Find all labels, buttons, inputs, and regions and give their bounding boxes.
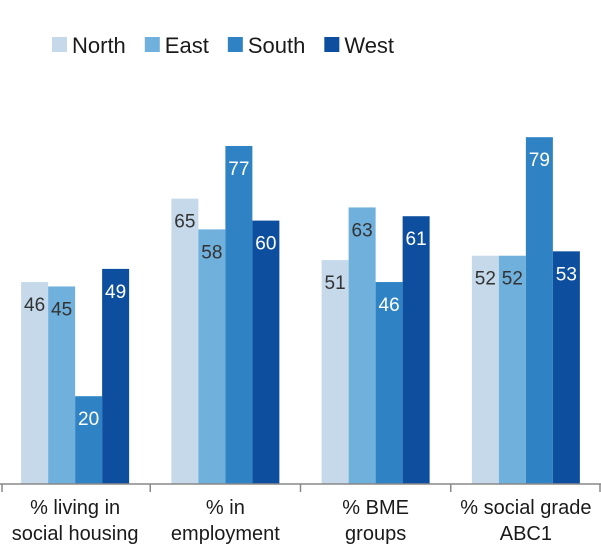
bar-west: [252, 220, 280, 484]
legend-item-east: East: [144, 33, 209, 58]
bar-south: [525, 137, 553, 484]
x-tick-label: % social grade ABC1: [460, 497, 591, 545]
bar-west: [402, 216, 430, 484]
legend-swatch: [52, 37, 67, 52]
data-label: 79: [529, 150, 550, 171]
data-label: 61: [406, 229, 427, 250]
data-label: 53: [556, 264, 577, 285]
legend-item-north: North: [52, 33, 126, 58]
x-tick-label: % BME groups: [342, 497, 409, 545]
data-label: 60: [255, 234, 276, 255]
x-tick-label: % living in social housing: [12, 497, 139, 545]
legend-swatch: [227, 37, 243, 52]
data-label: 77: [228, 159, 249, 180]
data-label: 46: [24, 295, 45, 316]
bar-west: [102, 268, 130, 484]
bar-east: [348, 207, 376, 484]
data-label: 52: [475, 269, 496, 290]
bar-north: [171, 198, 199, 484]
data-label: 52: [502, 269, 523, 290]
bar-south: [225, 145, 253, 484]
legend-label: West: [344, 33, 394, 58]
chart-bars: 46 45 20 49 65 58 77 60 51 63 46 61 52 52 79 53: [21, 137, 580, 484]
x-axis-labels: % living in social housing % in employment%…: [12, 497, 592, 545]
bar-south: [375, 282, 403, 484]
x-axis-ticks: [1, 484, 601, 492]
legend-label: East: [165, 33, 209, 58]
data-label: 46: [379, 295, 400, 316]
data-label: 45: [51, 299, 72, 320]
bar-east: [498, 255, 526, 484]
bar-south: [75, 396, 103, 484]
bar-north: [21, 282, 49, 484]
bar-west: [552, 251, 580, 484]
data-label: 49: [105, 282, 126, 303]
bar-east: [48, 286, 76, 484]
x-tick-label: % in employment: [171, 497, 280, 545]
bar-north: [471, 255, 499, 484]
legend-label: South: [248, 33, 306, 58]
data-label: 58: [201, 242, 222, 263]
chart-legend: North East South West: [52, 33, 394, 58]
data-label: 63: [352, 220, 373, 241]
legend-label: North: [72, 33, 126, 58]
data-label: 65: [174, 212, 195, 233]
legend-swatch: [324, 37, 340, 52]
data-label: 51: [325, 273, 346, 294]
legend-item-south: South: [227, 33, 306, 58]
bar-east: [198, 229, 226, 484]
legend-item-west: West: [324, 33, 394, 58]
legend-swatch: [144, 37, 160, 52]
data-label: 20: [78, 409, 99, 430]
bar-north: [321, 260, 349, 484]
